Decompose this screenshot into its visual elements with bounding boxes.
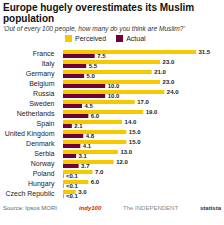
svg-text:3.1: 3.1: [79, 153, 88, 159]
svg-text:7.5: 7.5: [97, 53, 106, 59]
svg-text:4.5: 4.5: [85, 103, 94, 109]
svg-text:Belgium: Belgium: [29, 80, 54, 88]
svg-text:10.0: 10.0: [108, 83, 120, 89]
svg-text:Germany: Germany: [26, 70, 55, 78]
svg-text:United Kingdom: United Kingdom: [5, 130, 55, 138]
svg-text:10.0: 10.0: [108, 93, 120, 99]
svg-text:Spain: Spain: [37, 120, 55, 128]
svg-text:31.5: 31.5: [199, 49, 211, 55]
html-text:Source: Ipsos MORI: Source: Ipsos MORI: [3, 205, 57, 211]
svg-text:12.0: 12.0: [116, 159, 128, 165]
svg-text:Norway: Norway: [31, 160, 55, 168]
svg-text:4.1: 4.1: [83, 143, 92, 149]
svg-text:13.0: 13.0: [120, 149, 132, 155]
svg-text:21.0: 21.0: [154, 69, 166, 75]
svg-text:5.0: 5.0: [87, 73, 96, 79]
svg-text:Czech Republic: Czech Republic: [5, 190, 55, 198]
svg-text:4.8: 4.8: [86, 133, 95, 139]
html-text:'Out of every 100 people, how: 'Out of every 100 people, how many do yo…: [3, 25, 185, 32]
svg-text:Serbia: Serbia: [34, 150, 54, 157]
svg-text:23.0: 23.0: [163, 59, 175, 65]
svg-text:<0.1: <0.1: [66, 193, 79, 199]
svg-text:15.0: 15.0: [129, 129, 141, 135]
svg-text:6.0: 6.0: [91, 113, 100, 119]
html-text:statista: statista: [200, 205, 221, 211]
svg-text:17.0: 17.0: [137, 99, 149, 105]
svg-text:14.0: 14.0: [125, 119, 137, 125]
html-text:Perceived: Perceived: [75, 35, 107, 42]
svg-text:Sweden: Sweden: [29, 100, 54, 107]
svg-text:19.0: 19.0: [146, 109, 158, 115]
svg-text:Netherlands: Netherlands: [17, 110, 55, 117]
html-text:Europe hugely overestimates it: Europe hugely overestimates its Muslim p…: [3, 2, 195, 24]
svg-text:Russia: Russia: [33, 90, 55, 97]
svg-text:3.7: 3.7: [81, 163, 90, 169]
html-text:Actual: Actual: [126, 35, 146, 42]
svg-text:Poland: Poland: [33, 170, 55, 177]
svg-text:France: France: [33, 50, 55, 57]
svg-text:23.0: 23.0: [163, 79, 175, 85]
svg-text:15.0: 15.0: [129, 139, 141, 145]
svg-text:7.0: 7.0: [95, 169, 104, 175]
svg-text:6.0: 6.0: [91, 179, 100, 185]
svg-text:Hungary: Hungary: [28, 180, 55, 188]
svg-text:2.1: 2.1: [74, 123, 83, 129]
html-text:The INDEPENDENT: The INDEPENDENT: [123, 205, 179, 211]
svg-text:Denmark: Denmark: [26, 140, 55, 147]
svg-text:<0.1: <0.1: [66, 183, 79, 189]
html-text:indy100: indy100: [78, 205, 102, 211]
svg-text:5.5: 5.5: [89, 63, 98, 69]
svg-text:Italy: Italy: [42, 60, 55, 68]
svg-text:<0.1: <0.1: [66, 173, 79, 179]
svg-text:3.0: 3.0: [78, 189, 87, 195]
svg-text:24.0: 24.0: [167, 89, 179, 95]
